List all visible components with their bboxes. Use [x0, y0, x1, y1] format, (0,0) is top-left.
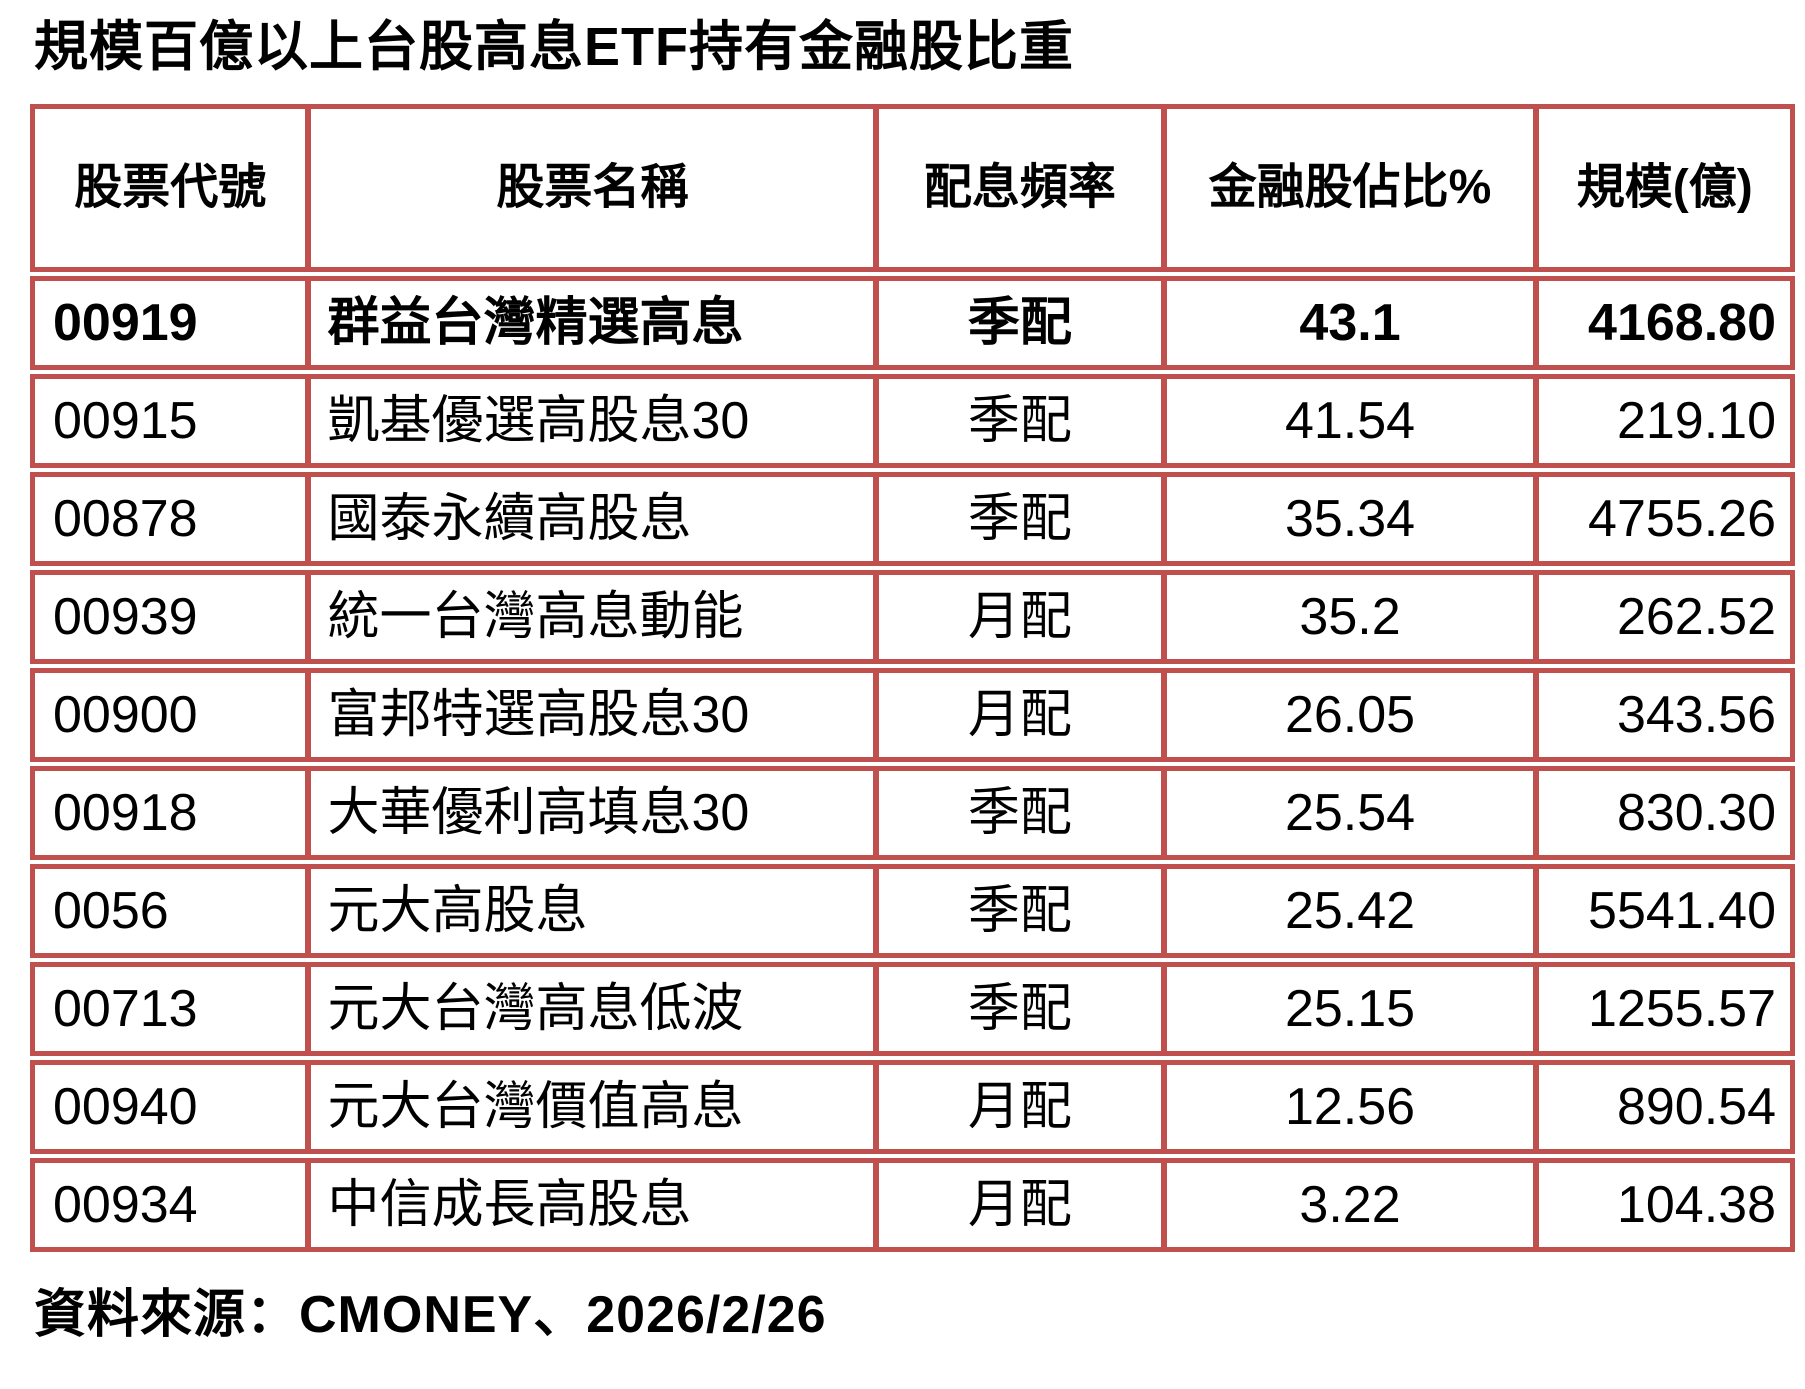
- dividend-frequency-cell: 季配: [873, 379, 1160, 464]
- dividend-frequency-cell: 季配: [873, 869, 1160, 954]
- table-row: 00900 富邦特選高股息30 月配 26.05 343.56: [30, 668, 1795, 763]
- stock-name-cell: 元大台灣價值高息: [305, 1065, 873, 1150]
- financial-pct-cell: 35.2: [1160, 575, 1534, 660]
- stock-name-cell: 統一台灣高息動能: [305, 575, 873, 660]
- stock-name-cell: 元大高股息: [305, 869, 873, 954]
- dividend-frequency-cell: 季配: [873, 967, 1160, 1052]
- header-stock-code: 股票代號: [74, 160, 267, 214]
- stock-name-cell: 富邦特選高股息30: [305, 673, 873, 758]
- header-financial-pct: 金融股佔比%: [1160, 109, 1534, 268]
- stock-code-cell: 00934: [53, 1175, 198, 1234]
- table-row: 00915 凱基優選高股息30 季配 41.54 219.10: [30, 374, 1795, 469]
- dividend-frequency-cell: 月配: [873, 1065, 1160, 1150]
- dividend-frequency-cell: 月配: [873, 1163, 1160, 1248]
- financial-pct-cell: 3.22: [1160, 1163, 1534, 1248]
- table-row: 00713 元大台灣高息低波 季配 25.15 1255.57: [30, 962, 1795, 1057]
- financial-pct-cell: 26.05: [1160, 673, 1534, 758]
- header-aum: 規模(億): [1533, 109, 1790, 268]
- dividend-frequency-cell: 季配: [873, 281, 1160, 366]
- table-header-row: 股票代號 股票名稱 配息頻率 金融股佔比% 規模(億): [30, 104, 1795, 273]
- aum-cell: 4755.26: [1533, 477, 1790, 562]
- financial-pct-cell: 12.56: [1160, 1065, 1534, 1150]
- stock-code-cell: 00915: [53, 391, 198, 450]
- financial-pct-cell: 25.42: [1160, 869, 1534, 954]
- stock-name-cell: 群益台灣精選高息: [305, 281, 873, 366]
- financial-pct-cell: 41.54: [1160, 379, 1534, 464]
- financial-pct-cell: 43.1: [1160, 281, 1534, 366]
- aum-cell: 1255.57: [1533, 967, 1790, 1052]
- financial-pct-cell: 25.15: [1160, 967, 1534, 1052]
- dividend-frequency-cell: 月配: [873, 575, 1160, 660]
- aum-cell: 262.52: [1533, 575, 1790, 660]
- stock-code-cell: 00940: [53, 1077, 198, 1136]
- stock-name-cell: 國泰永續高股息: [305, 477, 873, 562]
- stock-name-cell: 元大台灣高息低波: [305, 967, 873, 1052]
- table-row: 00918 大華優利高填息30 季配 25.54 830.30: [30, 766, 1795, 861]
- aum-cell: 5541.40: [1533, 869, 1790, 954]
- table-body: 00919 群益台灣精選高息 季配 43.1 4168.80 00915 凱基優選高股息30…: [30, 276, 1795, 1253]
- stock-code-cell: 00939: [53, 587, 198, 646]
- dividend-frequency-cell: 季配: [873, 771, 1160, 856]
- table-row: 00878 國泰永續高股息 季配 35.34 4755.26: [30, 472, 1795, 567]
- aum-cell: 219.10: [1533, 379, 1790, 464]
- header-stock-name: 股票名稱: [305, 109, 873, 268]
- stock-code-cell: 00919: [53, 293, 198, 352]
- stock-code-cell: 00900: [53, 685, 198, 744]
- stock-code-cell: 00713: [53, 979, 198, 1038]
- stock-name-cell: 中信成長高股息: [305, 1163, 873, 1248]
- stock-code-cell: 00918: [53, 783, 198, 842]
- page-title: 規模百億以上台股高息ETF持有金融股比重: [34, 17, 1074, 77]
- aum-cell: 890.54: [1533, 1065, 1790, 1150]
- table-row: 00939 統一台灣高息動能 月配 35.2 262.52: [30, 570, 1795, 665]
- header-dividend-frequency: 配息頻率: [873, 109, 1160, 268]
- aum-cell: 104.38: [1533, 1163, 1790, 1248]
- aum-cell: 343.56: [1533, 673, 1790, 758]
- page: 規模百億以上台股高息ETF持有金融股比重 股票代號 股票名稱 配息頻率 金融股佔…: [30, 17, 1795, 1345]
- dividend-frequency-cell: 季配: [873, 477, 1160, 562]
- stock-name-cell: 大華優利高填息30: [305, 771, 873, 856]
- data-source: 資料來源：CMONEY、2026/2/26: [34, 1286, 827, 1345]
- table-row: 00919 群益台灣精選高息 季配 43.1 4168.80: [30, 276, 1795, 371]
- etf-financial-holdings-table: 股票代號 股票名稱 配息頻率 金融股佔比% 規模(億) 00919 群益台灣精選高…: [30, 104, 1795, 1253]
- table-row: 0056 元大高股息 季配 25.42 5541.40: [30, 864, 1795, 959]
- table-row: 00940 元大台灣價值高息 月配 12.56 890.54: [30, 1060, 1795, 1155]
- dividend-frequency-cell: 月配: [873, 673, 1160, 758]
- stock-code-cell: 00878: [53, 489, 198, 548]
- aum-cell: 830.30: [1533, 771, 1790, 856]
- stock-name-cell: 凱基優選高股息30: [305, 379, 873, 464]
- table-row: 00934 中信成長高股息 月配 3.22 104.38: [30, 1158, 1795, 1253]
- financial-pct-cell: 25.54: [1160, 771, 1534, 856]
- stock-code-cell: 0056: [53, 881, 169, 940]
- financial-pct-cell: 35.34: [1160, 477, 1534, 562]
- aum-cell: 4168.80: [1533, 281, 1790, 366]
